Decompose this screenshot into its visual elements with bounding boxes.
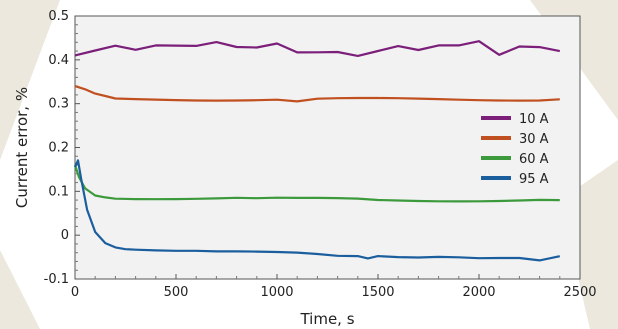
legend-label: 30 A — [519, 132, 549, 147]
legend: 10 A 30 A 60 A 95 A — [481, 112, 549, 187]
y-tick-label: 0.1 — [48, 184, 69, 199]
plot-area — [74, 15, 581, 280]
x-tick-label: 2000 — [462, 285, 495, 300]
y-tick-label: 0 — [61, 228, 69, 243]
y-tick-label: 0.2 — [48, 141, 69, 156]
x-tick-label: 0 — [71, 285, 79, 300]
x-tick-label: 1000 — [260, 285, 293, 300]
y-tick-label: 0.4 — [48, 53, 69, 68]
y-tick-label: 0.5 — [48, 9, 69, 24]
y-tick-label: -0.1 — [44, 272, 69, 287]
y-tick-label: 0.3 — [48, 97, 69, 112]
legend-label: 95 A — [519, 172, 549, 187]
x-tick-label: 500 — [164, 285, 189, 300]
axis-ticks: 0 500 1000 1500 2000 2500-0.100.10.20.30.40.5 — [44, 9, 597, 300]
series-group — [73, 40, 561, 262]
series-line-10a — [74, 40, 561, 57]
legend-label: 10 A — [519, 112, 549, 127]
series-line-60a — [73, 164, 560, 203]
legend-label: 60 A — [519, 152, 549, 167]
x-axis-title: Time, s — [299, 310, 354, 328]
y-axis-title: Current error, % — [13, 87, 31, 208]
series-line-30a — [74, 85, 560, 103]
series-line-95a — [73, 159, 561, 262]
x-tick-label: 2500 — [563, 285, 596, 300]
x-tick-label: 1500 — [361, 285, 394, 300]
